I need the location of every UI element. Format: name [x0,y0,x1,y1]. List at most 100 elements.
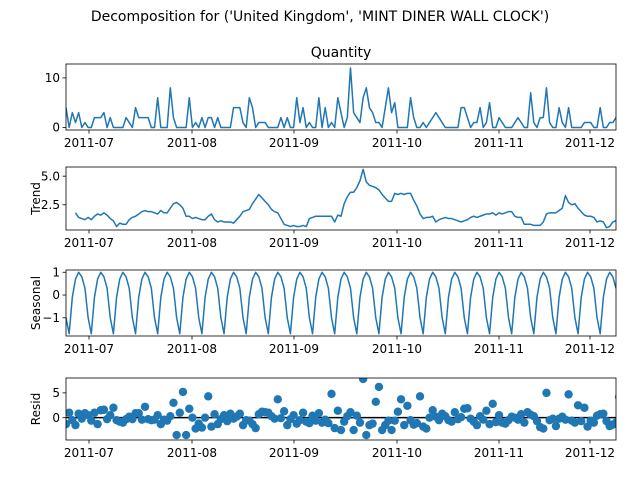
x-tick-label: 2011-08 [167,342,217,356]
panel-plot-area-observed [66,67,616,129]
panel-plot-area-seasonal [66,271,616,335]
resid-point [153,411,162,420]
resid-point [166,411,175,421]
resid-point [327,389,336,399]
resid-point [289,411,298,420]
x-tick-label: 2011-11 [474,446,524,460]
panel-frame-resid [65,377,617,441]
y-tick-label: −1 [42,311,60,325]
resid-point [181,430,191,440]
resid-point [305,418,314,428]
x-tick-label: 2011-10 [372,236,422,250]
resid-point [140,402,150,411]
resid-point [109,403,118,412]
resid-point [251,423,260,433]
resid-point [371,397,380,407]
x-tick-label: 2011-08 [167,236,217,250]
y-axis-label: Seasonal [29,276,43,330]
y-tick-label: 10 [45,71,60,85]
resid-point [172,430,181,440]
resid-point [450,408,459,417]
x-tick-label: 2011-11 [474,342,524,356]
resid-point [415,392,425,401]
resid-point [577,416,586,426]
resid-point [336,425,346,435]
resid-point [66,408,74,417]
resid-point [396,395,406,404]
resid-point [488,399,497,408]
y-tick-label: 5.0 [41,169,60,183]
resid-point [311,416,320,425]
y-tick-label: 1 [52,265,60,279]
resid-point [564,390,573,399]
resid-point [561,415,570,424]
resid-point [494,411,504,420]
resid-point [330,423,339,433]
resid-point [200,413,210,422]
resid-point [482,406,491,415]
resid-point [270,414,279,423]
resid-point [570,418,580,427]
resid-point [539,424,548,433]
x-tick-label: 2011-09 [269,136,319,150]
resid-point [624,421,632,429]
resid-point [479,415,488,424]
x-tick-label: 2011-07 [64,342,114,356]
y-tick-label: 0 [52,288,60,302]
resid-point [599,409,608,418]
resid-point [425,413,434,422]
resid-point [295,415,305,425]
resid-point [175,408,184,417]
resid-point [197,423,207,432]
y-tick-label: 0 [52,121,60,135]
resid-point [71,420,80,430]
resid-point [210,410,219,419]
resid-point [403,401,412,410]
panel-resid: 0 5 2011-07 2011-08 2011-09 2011-10 2011-11 201… [29,377,632,460]
x-tick-label: 2011-10 [372,342,422,356]
resid-point [618,408,626,416]
panel-trend: 2.5 5.0 2011-07 2011-08 2011-09 2011-10 2011-1… [29,166,617,250]
y-tick-label: 0 [52,411,60,425]
series-line-trend [74,168,616,229]
resid-point [134,409,143,418]
panel-frame-observed [65,63,617,131]
resid-point [384,416,393,425]
resid-point [548,414,557,423]
resid-point [516,410,526,419]
x-tick-label: 2011-10 [372,446,422,460]
panel-frame-trend [65,166,617,231]
resid-point [434,415,444,425]
resid-point [485,419,494,429]
resid-point [333,406,343,415]
x-tick-label: 2011-12 [565,342,615,356]
y-axis-label: Trend [29,182,43,216]
x-tick-label: 2011-07 [64,236,114,250]
resid-point [412,418,422,428]
resid-point [611,418,616,427]
x-tick-label: 2011-10 [372,136,422,150]
resid-point [137,415,147,424]
resid-point [400,420,409,430]
resid-point [279,407,289,416]
resid-point [393,407,403,416]
resid-point [358,378,368,384]
resid-point [324,418,333,428]
resid-point [463,404,472,413]
resid-point [99,405,109,414]
resid-point [273,395,282,404]
x-tick-label: 2011-12 [565,136,615,150]
resid-point [621,419,629,427]
resid-point [520,418,529,427]
resid-point [185,404,194,413]
figure-suptitle: Decomposition for ('United Kingdom', 'MI… [91,9,549,25]
resid-point [374,382,384,392]
x-tick-label: 2011-12 [565,446,615,460]
resid-point [573,401,583,410]
resid-point [276,413,286,423]
resid-point [589,418,599,427]
resid-point [90,408,99,417]
resid-point [93,419,102,429]
